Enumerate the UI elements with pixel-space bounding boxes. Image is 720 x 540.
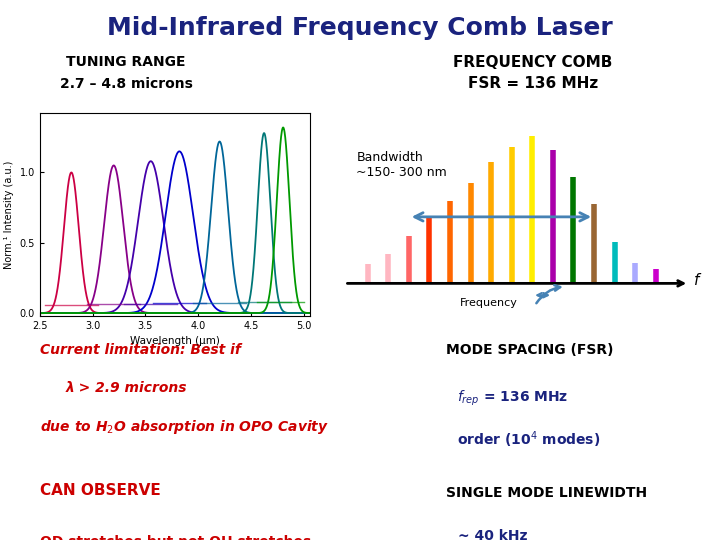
Text: ~ 40 kHz: ~ 40 kHz	[459, 529, 528, 540]
Text: Frequency: Frequency	[459, 298, 518, 308]
X-axis label: Wavelength (μm): Wavelength (μm)	[130, 336, 220, 346]
Text: Bandwidth
~150- 300 nm: Bandwidth ~150- 300 nm	[356, 151, 447, 179]
Text: OD stretches but not OH stretches: OD stretches but not OH stretches	[40, 535, 311, 540]
Text: FREQUENCY COMB: FREQUENCY COMB	[453, 55, 613, 70]
Text: CAN OBSERVE: CAN OBSERVE	[40, 483, 161, 498]
Text: due to H$_2$O absorption in OPO Cavity: due to H$_2$O absorption in OPO Cavity	[40, 418, 328, 436]
Text: FSR = 136 MHz: FSR = 136 MHz	[468, 76, 598, 91]
Text: Current limitation: Best if: Current limitation: Best if	[40, 343, 240, 357]
Text: λ > 2.9 microns: λ > 2.9 microns	[66, 381, 186, 395]
Text: f: f	[694, 273, 700, 288]
Y-axis label: Norm.¹ Intensity (a.u.): Norm.¹ Intensity (a.u.)	[4, 160, 14, 269]
Text: order (10$^4$ modes): order (10$^4$ modes)	[457, 429, 600, 450]
Text: TUNING RANGE: TUNING RANGE	[66, 55, 186, 69]
Text: MODE SPACING (FSR): MODE SPACING (FSR)	[446, 343, 614, 357]
Text: 2.7 – 4.8 microns: 2.7 – 4.8 microns	[60, 77, 192, 91]
Text: $f_{rep}$ = 136 MHz: $f_{rep}$ = 136 MHz	[457, 389, 569, 408]
Text: SINGLE MODE LINEWIDTH: SINGLE MODE LINEWIDTH	[446, 486, 647, 500]
Text: Mid-Infrared Frequency Comb Laser: Mid-Infrared Frequency Comb Laser	[107, 16, 613, 40]
